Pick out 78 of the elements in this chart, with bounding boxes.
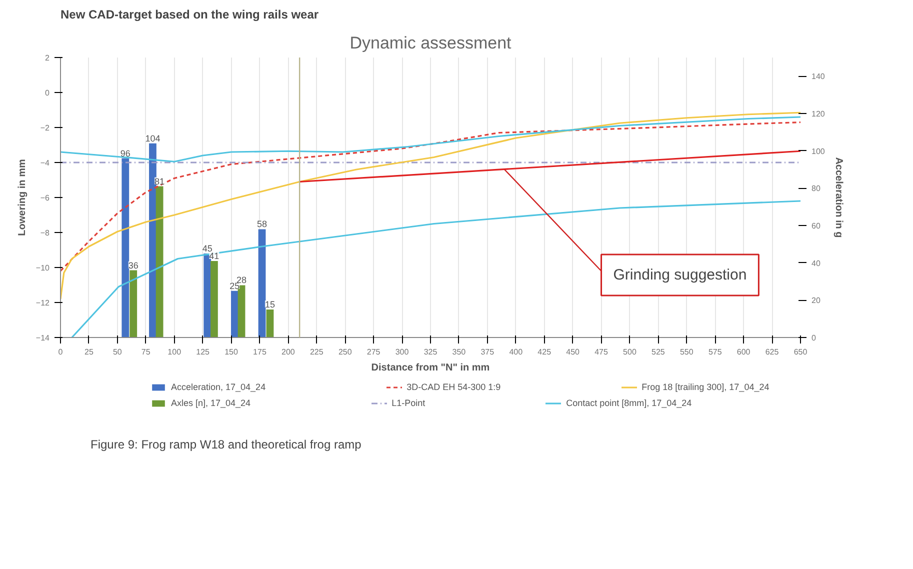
y-tick-label: −12 (36, 298, 50, 308)
x-axis-title: Distance from "N" in mm (371, 362, 490, 374)
y-tick-label: −4 (40, 158, 50, 168)
bar (266, 310, 274, 338)
x-tick-label: 250 (338, 348, 352, 356)
line-series (71, 200, 800, 338)
x-tick-label: 625 (765, 348, 780, 356)
y2-tick-label: 80 (812, 184, 821, 194)
bar (238, 285, 246, 338)
x-tick-label: 100 (168, 348, 182, 356)
line-series (60, 112, 800, 300)
x-tick-label: 550 (680, 348, 694, 356)
x-tick-label: 150 (224, 348, 238, 356)
x-tick-label: 450 (566, 348, 580, 356)
x-tick-label: 125 (196, 348, 210, 356)
bar (258, 229, 266, 338)
line-series (60, 116, 800, 162)
y-tick-label: −8 (40, 228, 50, 238)
data-label: 96 (120, 148, 130, 158)
x-tick-label: 75 (141, 348, 151, 356)
x-tick-label: 475 (594, 348, 608, 356)
legend-label: L1-Point (392, 398, 426, 408)
x-tick-label: 300 (395, 348, 410, 356)
x-tick-label: 0 (58, 348, 64, 356)
bar (130, 270, 138, 338)
bar (122, 158, 130, 338)
data-label: 58 (257, 219, 268, 230)
x-tick-label: 50 (112, 348, 122, 356)
data-label: 36 (128, 260, 138, 270)
y2-tick-label: 60 (812, 222, 821, 230)
y-tick-label: −2 (40, 124, 50, 132)
text: New CAD-target based on the wing rails wear (60, 8, 319, 22)
y-tick-label: −10 (36, 264, 50, 272)
data-label: 15 (264, 300, 275, 310)
x-tick-label: 25 (84, 348, 94, 356)
legend-label: Frog 18 [trailing 300], 17_04_24 (642, 382, 770, 392)
chart-title: Dynamic assessment (350, 34, 512, 52)
x-tick-label: 650 (794, 348, 808, 356)
data-label: 41 (209, 250, 220, 261)
x-tick-label: 500 (623, 348, 637, 356)
y2-tick-label: 0 (812, 334, 816, 342)
y2-axis-title: Acceleration in g (832, 157, 844, 238)
y-tick-label: −14 (36, 334, 50, 342)
data-label: 45 (202, 244, 212, 254)
legend-label: Acceleration, 17_04_24 (171, 382, 266, 392)
x-tick-label: 225 (310, 348, 324, 356)
y2-tick-label: 120 (812, 110, 826, 118)
y2-tick-label: 20 (812, 296, 821, 306)
x-tick-label: 175 (253, 348, 267, 356)
annotation: Grinding suggestion (613, 266, 747, 284)
x-tick-label: 600 (736, 348, 751, 356)
x-tick-label: 275 (366, 348, 381, 356)
bar (149, 143, 156, 338)
x-tick-label: 350 (452, 348, 466, 356)
y-tick-label: 0 (45, 88, 50, 98)
bar (210, 260, 218, 338)
data-label: 81 (154, 176, 165, 186)
y-tick-label: −6 (40, 194, 50, 202)
legend-label: Axles [n], 17_04_24 (171, 398, 251, 408)
y2-tick-label: 100 (812, 146, 826, 156)
y2-tick-label: 40 (812, 258, 821, 268)
x-tick-label: 375 (480, 348, 495, 356)
x-tick-label: 525 (652, 348, 666, 356)
x-tick-label: 325 (424, 348, 438, 356)
x-tick-label: 200 (282, 348, 296, 356)
y2-tick-label: 140 (812, 72, 826, 82)
y-tick-label: 2 (45, 54, 50, 62)
legend-label: 3D-CAD EH 54-300 1:9 (406, 382, 501, 392)
bar (156, 186, 164, 338)
data-label: 28 (236, 275, 247, 286)
data-label: 104 (145, 133, 160, 144)
x-tick-label: 575 (708, 348, 722, 356)
x-tick-label: 425 (538, 348, 552, 356)
legend-label: Contact point [8mm], 17_04_24 (566, 398, 692, 408)
y-axis-title: Lowering in mm (16, 159, 28, 236)
x-tick-label: 400 (509, 348, 524, 356)
caption: Figure 9: Frog ramp W18 and theoretical frog ramp (90, 438, 362, 452)
bar (230, 290, 238, 338)
